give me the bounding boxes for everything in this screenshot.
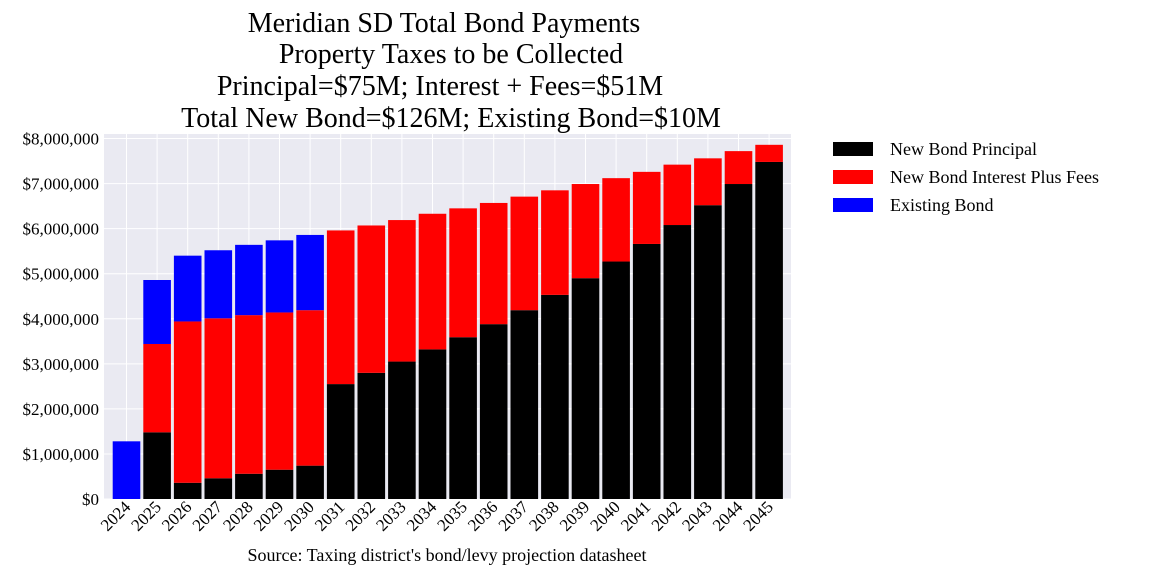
bar-new-bond-principal-2029 bbox=[265, 469, 294, 499]
bar-new-bond-interest-plus-fees-2032 bbox=[357, 225, 386, 373]
chart-title-line-3: Principal=$75M; Interest + Fees=$51M bbox=[217, 71, 663, 102]
bar-new-bond-principal-2032 bbox=[357, 372, 386, 499]
bar-new-bond-interest-plus-fees-2027 bbox=[204, 318, 233, 479]
bar-existing-bond-2024 bbox=[112, 441, 141, 499]
x-tick-label: 2044 bbox=[709, 497, 747, 535]
y-axis-ticks: $0 $1,000,000 $2,000,000 $3,000,000 $4,000,0… bbox=[23, 130, 100, 509]
x-tick-label: 2025 bbox=[127, 497, 164, 534]
chart-title-line-2: Property Taxes to be Collected bbox=[279, 39, 623, 70]
bar-existing-bond-2025 bbox=[143, 280, 171, 344]
x-tick-label: 2033 bbox=[372, 497, 409, 534]
bar-new-bond-interest-plus-fees-2030 bbox=[296, 310, 324, 466]
bar-existing-bond-2029 bbox=[265, 240, 294, 313]
bar-new-bond-interest-plus-fees-2042 bbox=[663, 164, 692, 226]
x-tick-label: 2037 bbox=[495, 497, 533, 535]
x-tick-label: 2035 bbox=[433, 497, 470, 534]
bar-new-bond-interest-plus-fees-2038 bbox=[541, 190, 569, 295]
x-tick-label: 2039 bbox=[556, 497, 593, 534]
y-tick-label: $0 bbox=[82, 490, 99, 509]
bar-new-bond-principal-2041 bbox=[632, 243, 661, 499]
bar-new-bond-principal-2030 bbox=[296, 465, 324, 499]
bar-existing-bond-2030 bbox=[296, 234, 324, 311]
x-tick-label: 2040 bbox=[586, 497, 623, 534]
x-tick-label: 2031 bbox=[311, 497, 348, 534]
bar-new-bond-interest-plus-fees-2029 bbox=[265, 312, 294, 470]
bar-new-bond-interest-plus-fees-2045 bbox=[755, 144, 783, 162]
y-tick-label: $4,000,000 bbox=[23, 310, 100, 329]
bar-new-bond-interest-plus-fees-2041 bbox=[632, 171, 661, 244]
y-tick-label: $1,000,000 bbox=[23, 445, 100, 464]
x-axis-ticks: 2024202520262027202820292030203120322033… bbox=[97, 497, 777, 535]
legend-label: New Bond Principal bbox=[890, 139, 1037, 159]
x-tick-label: 2042 bbox=[648, 497, 685, 534]
bar-new-bond-interest-plus-fees-2039 bbox=[571, 184, 600, 279]
bar-new-bond-principal-2039 bbox=[571, 278, 600, 499]
x-tick-label: 2028 bbox=[219, 497, 256, 534]
chart-title-line-1: Meridian SD Total Bond Payments bbox=[248, 8, 641, 39]
bar-existing-bond-2028 bbox=[235, 244, 263, 316]
chart-title: Meridian SD Total Bond Payments Property… bbox=[181, 8, 721, 134]
bar-new-bond-principal-2040 bbox=[602, 261, 630, 499]
y-tick-label: $8,000,000 bbox=[23, 130, 100, 149]
chart-title-line-4: Total New Bond=$126M; Existing Bond=$10M bbox=[181, 103, 721, 134]
bar-new-bond-principal-2035 bbox=[449, 337, 477, 499]
bar-new-bond-principal-2033 bbox=[388, 361, 416, 499]
x-tick-label: 2027 bbox=[189, 497, 227, 535]
x-tick-label: 2043 bbox=[678, 497, 715, 534]
bar-new-bond-principal-2042 bbox=[663, 225, 692, 499]
bar-new-bond-principal-2037 bbox=[510, 310, 539, 499]
bar-new-bond-principal-2038 bbox=[541, 294, 569, 499]
y-tick-label: $5,000,000 bbox=[23, 265, 100, 284]
x-tick-label: 2029 bbox=[250, 497, 287, 534]
x-tick-label: 2026 bbox=[158, 497, 195, 534]
x-tick-label: 2034 bbox=[403, 497, 441, 535]
x-tick-label: 2041 bbox=[617, 497, 654, 534]
bar-new-bond-principal-2025 bbox=[143, 432, 171, 499]
bar-new-bond-principal-2044 bbox=[724, 184, 753, 499]
bar-new-bond-principal-2031 bbox=[326, 384, 355, 499]
bar-new-bond-principal-2027 bbox=[204, 478, 233, 499]
legend-label: Existing Bond bbox=[890, 195, 994, 215]
bar-new-bond-interest-plus-fees-2031 bbox=[326, 230, 355, 385]
x-tick-label: 2036 bbox=[464, 497, 501, 534]
bar-new-bond-interest-plus-fees-2044 bbox=[724, 151, 753, 185]
x-tick-label: 2038 bbox=[525, 497, 562, 534]
legend-swatch bbox=[833, 198, 873, 212]
y-tick-label: $2,000,000 bbox=[23, 400, 100, 419]
x-tick-label: 2024 bbox=[97, 497, 135, 535]
bar-new-bond-interest-plus-fees-2033 bbox=[388, 220, 416, 362]
bar-new-bond-interest-plus-fees-2036 bbox=[479, 202, 508, 325]
x-axis-label: Source: Taxing district's bond/levy proj… bbox=[247, 545, 646, 565]
legend-swatch bbox=[833, 170, 873, 184]
legend-label: New Bond Interest Plus Fees bbox=[890, 167, 1099, 187]
y-tick-label: $6,000,000 bbox=[23, 220, 100, 239]
x-tick-label: 2032 bbox=[342, 497, 379, 534]
bar-existing-bond-2026 bbox=[173, 255, 202, 322]
bar-new-bond-interest-plus-fees-2037 bbox=[510, 196, 539, 311]
bar-new-bond-principal-2034 bbox=[418, 349, 447, 499]
y-tick-label: $3,000,000 bbox=[23, 355, 100, 374]
legend-swatch bbox=[833, 142, 873, 156]
bar-new-bond-principal-2026 bbox=[173, 482, 202, 499]
bar-new-bond-principal-2028 bbox=[235, 473, 263, 499]
x-tick-label: 2030 bbox=[280, 497, 317, 534]
bar-new-bond-interest-plus-fees-2035 bbox=[449, 208, 477, 338]
legend: New Bond Principal New Bond Interest Plus… bbox=[833, 139, 1099, 215]
bar-new-bond-interest-plus-fees-2028 bbox=[235, 315, 263, 474]
bars bbox=[112, 144, 783, 500]
bar-new-bond-principal-2043 bbox=[694, 205, 722, 500]
x-tick-label: 2045 bbox=[739, 497, 776, 534]
bar-new-bond-interest-plus-fees-2040 bbox=[602, 178, 630, 262]
bar-new-bond-interest-plus-fees-2034 bbox=[418, 213, 447, 350]
y-tick-label: $7,000,000 bbox=[23, 175, 100, 194]
bar-new-bond-interest-plus-fees-2025 bbox=[143, 343, 171, 433]
bar-new-bond-principal-2036 bbox=[479, 324, 508, 499]
bar-new-bond-interest-plus-fees-2026 bbox=[173, 321, 202, 483]
bar-new-bond-interest-plus-fees-2043 bbox=[694, 158, 722, 206]
bar-existing-bond-2027 bbox=[204, 250, 233, 319]
bar-new-bond-principal-2045 bbox=[755, 161, 783, 499]
